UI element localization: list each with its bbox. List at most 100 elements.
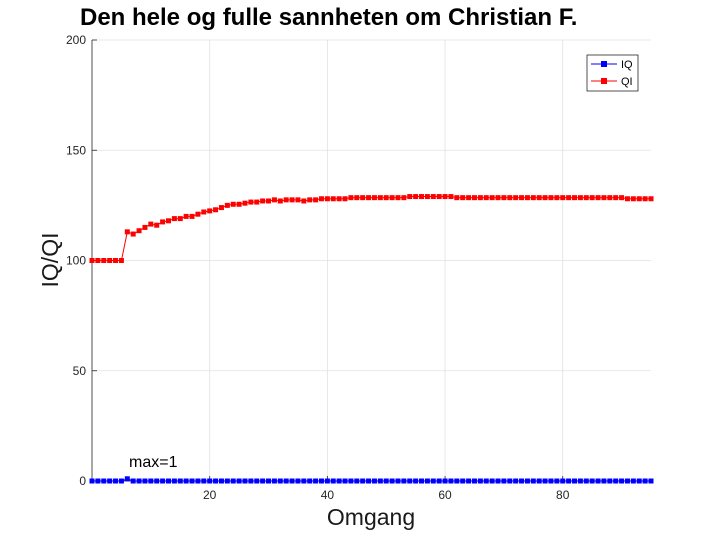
data-point-qi xyxy=(389,195,395,201)
data-point-iq xyxy=(530,478,536,484)
data-point-qi xyxy=(113,258,119,263)
data-point-qi xyxy=(277,198,283,204)
data-point-qi xyxy=(201,209,207,215)
legend-marker-iq xyxy=(601,61,607,67)
chart-title: Den hele og fulle sannheten om Christian… xyxy=(80,4,577,31)
data-point-iq xyxy=(183,478,189,484)
data-point-iq xyxy=(313,478,319,484)
data-point-iq xyxy=(330,478,336,484)
data-point-iq xyxy=(630,478,636,484)
data-point-iq xyxy=(554,478,560,484)
data-point-iq xyxy=(260,478,266,484)
data-point-iq xyxy=(254,478,260,484)
data-point-iq xyxy=(448,478,454,484)
data-point-iq xyxy=(436,478,442,484)
data-point-qi xyxy=(648,196,654,202)
data-point-iq xyxy=(442,478,448,484)
data-point-iq xyxy=(601,478,607,484)
data-point-iq xyxy=(354,478,360,484)
max-annotation: max=1 xyxy=(129,454,178,471)
data-point-qi xyxy=(607,195,613,201)
data-point-iq xyxy=(407,478,413,484)
data-point-iq xyxy=(136,478,142,484)
y-tick-label: 200 xyxy=(66,33,86,47)
data-point-qi xyxy=(619,195,625,201)
data-point-iq xyxy=(566,478,572,484)
data-point-iq xyxy=(619,478,625,484)
data-point-qi xyxy=(254,199,260,205)
data-point-qi xyxy=(118,258,124,263)
data-point-qi xyxy=(230,201,236,207)
data-point-iq xyxy=(213,478,219,484)
data-point-iq xyxy=(572,478,578,484)
data-point-iq xyxy=(207,478,213,484)
data-point-qi xyxy=(95,258,101,263)
data-point-iq xyxy=(536,478,542,484)
data-point-iq xyxy=(248,478,254,484)
data-point-iq xyxy=(266,478,272,484)
data-point-qi xyxy=(419,194,425,200)
data-point-iq xyxy=(595,478,601,484)
data-point-iq xyxy=(483,478,489,484)
data-point-qi xyxy=(348,195,354,201)
data-point-qi xyxy=(336,196,342,202)
data-point-iq xyxy=(130,478,136,484)
data-point-iq xyxy=(471,478,477,484)
data-point-qi xyxy=(454,195,460,201)
data-point-iq xyxy=(383,478,389,484)
data-point-qi xyxy=(360,195,366,201)
data-point-iq xyxy=(236,478,242,484)
data-point-qi xyxy=(89,258,95,263)
data-point-qi xyxy=(395,195,401,201)
data-point-iq xyxy=(277,478,283,484)
data-point-iq xyxy=(154,478,160,484)
data-point-qi xyxy=(501,195,507,201)
data-point-qi xyxy=(224,202,230,208)
data-point-iq xyxy=(218,478,224,484)
data-point-qi xyxy=(260,198,266,204)
y-tick-label: 0 xyxy=(79,474,86,488)
data-point-iq xyxy=(148,478,154,484)
data-point-qi xyxy=(377,195,383,201)
data-point-qi xyxy=(572,195,578,201)
data-point-iq xyxy=(295,478,301,484)
data-point-qi xyxy=(218,205,224,211)
x-tick-label: 20 xyxy=(203,488,217,502)
data-point-iq xyxy=(160,478,166,484)
data-point-iq xyxy=(507,478,513,484)
data-point-qi xyxy=(289,197,295,203)
data-point-qi xyxy=(354,195,360,201)
data-point-qi xyxy=(448,194,454,200)
data-point-qi xyxy=(242,200,248,206)
data-point-qi xyxy=(236,201,242,207)
data-point-qi xyxy=(554,195,560,201)
data-point-qi xyxy=(266,198,272,204)
data-point-qi xyxy=(601,195,607,201)
data-point-iq xyxy=(177,478,183,484)
data-point-qi xyxy=(271,197,277,203)
data-point-iq xyxy=(377,478,383,484)
data-point-iq xyxy=(366,478,372,484)
data-point-qi xyxy=(489,195,495,201)
data-point-iq xyxy=(613,478,619,484)
data-point-qi xyxy=(213,207,219,213)
data-point-qi xyxy=(295,197,301,203)
data-point-iq xyxy=(624,478,630,484)
data-point-iq xyxy=(401,478,407,484)
data-point-qi xyxy=(101,258,107,263)
data-point-qi xyxy=(566,195,572,201)
data-point-iq xyxy=(501,478,507,484)
data-point-qi xyxy=(407,194,413,200)
data-point-qi xyxy=(189,213,195,219)
data-point-qi xyxy=(248,199,254,205)
data-point-iq xyxy=(524,478,530,484)
data-point-qi xyxy=(513,195,519,201)
data-point-qi xyxy=(413,194,419,200)
data-point-qi xyxy=(442,194,448,200)
data-point-iq xyxy=(89,478,95,484)
data-point-qi xyxy=(366,195,372,201)
data-point-iq xyxy=(513,478,519,484)
legend-marker-qi xyxy=(601,78,607,84)
data-point-iq xyxy=(195,478,201,484)
legend: IQ QI xyxy=(586,54,639,92)
